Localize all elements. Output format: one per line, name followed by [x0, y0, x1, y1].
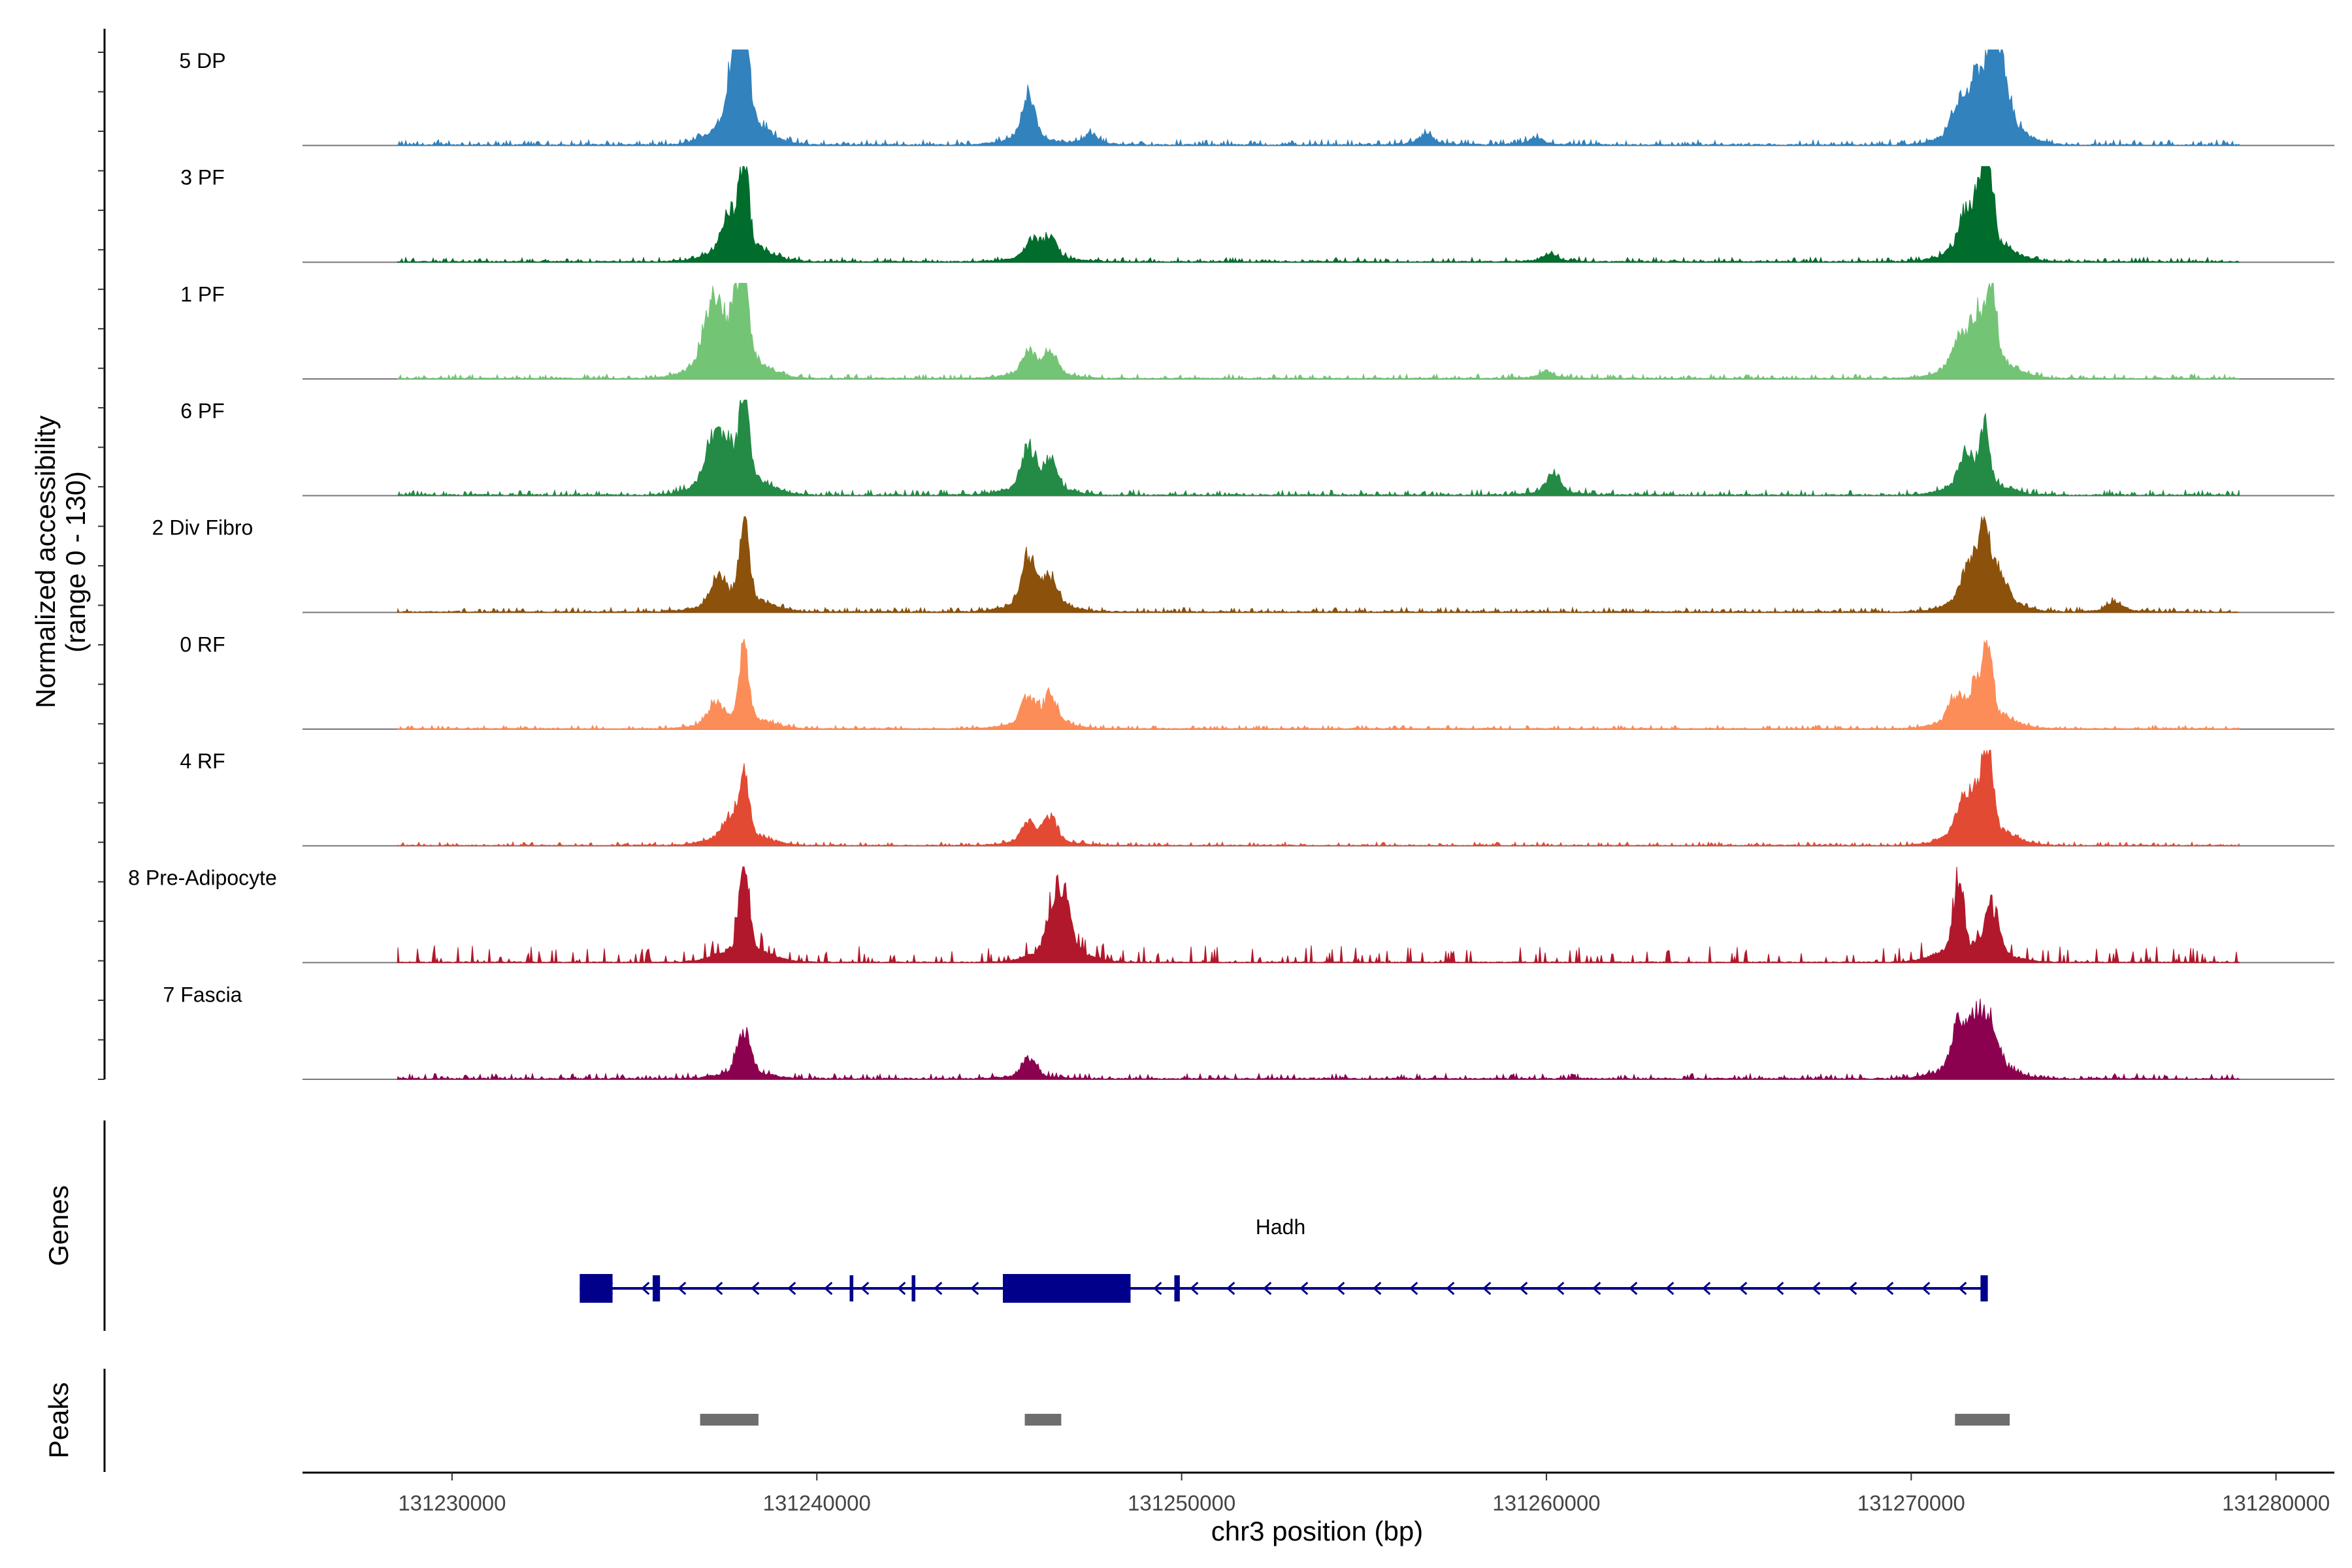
- gene-strand-arrow: [714, 1281, 723, 1296]
- gene-strand-arrow: [1446, 1281, 1455, 1296]
- track-label: 0 RF: [180, 632, 225, 656]
- track-4-rf: 4 RF: [180, 749, 2334, 847]
- genes-panel: [103, 1120, 1988, 1331]
- gene-strand-arrow: [1409, 1281, 1418, 1296]
- gene-strand-arrow: [1519, 1281, 1528, 1296]
- x-axis-tick-label: 131240000: [763, 1491, 871, 1515]
- track-label: 6 PF: [180, 399, 225, 423]
- track-signal-area: [397, 399, 2240, 497]
- track-7-fascia: 7 Fascia: [163, 983, 2334, 1081]
- gene-strand-arrow: [1482, 1281, 1492, 1296]
- peak-region: [1024, 1414, 1062, 1426]
- track-label: 7 Fascia: [163, 983, 242, 1006]
- gene-strand-arrow: [1556, 1281, 1565, 1296]
- x-axis-tick-label: 131230000: [398, 1491, 506, 1515]
- gene-strand-arrow: [934, 1281, 943, 1296]
- x-axis: 131230000 131240000 131250000 131260000 1312…: [302, 1471, 2334, 1515]
- gene-strand-arrow: [1885, 1281, 1894, 1296]
- gene-strand-arrow: [1665, 1281, 1674, 1296]
- gene-strand-arrow: [1373, 1281, 1382, 1296]
- track-label: 2 Div Fibro: [152, 516, 253, 540]
- track-5-dp: 5 DP: [179, 49, 2334, 147]
- gene-strand-arrow: [1263, 1281, 1272, 1296]
- track-3-pf: 3 PF: [180, 166, 2334, 263]
- gene-strand-arrow: [860, 1281, 870, 1296]
- x-axis-tick-label: 131280000: [2222, 1491, 2330, 1515]
- gene-exon: [1980, 1275, 1988, 1301]
- gene-strand-arrow: [787, 1281, 796, 1296]
- track-label: 3 PF: [180, 166, 225, 189]
- peak-region: [1955, 1414, 2010, 1426]
- gene-strand-arrow: [1226, 1281, 1235, 1296]
- track-signal-area: [396, 283, 2240, 380]
- track-2-div-fibro: 2 Div Fibro: [152, 515, 2334, 613]
- x-axis-tick-label: 131260000: [1492, 1491, 1600, 1515]
- gene-strand-arrow: [1812, 1281, 1821, 1296]
- gene-strand-arrow: [1921, 1281, 1931, 1296]
- gene-strand-arrow: [1848, 1281, 1857, 1296]
- gene-strand-arrow: [1629, 1281, 1638, 1296]
- gene-exon: [653, 1275, 661, 1301]
- track-signal-area: [397, 166, 2240, 263]
- gene-strand-arrow: [1336, 1281, 1345, 1296]
- track-0-rf: 0 RF: [180, 632, 2334, 730]
- peaks-panel: [103, 1369, 2010, 1472]
- gene-exon: [580, 1274, 613, 1303]
- gene-strand-arrow: [1958, 1281, 1967, 1296]
- peak-region: [700, 1414, 759, 1426]
- gene-strand-arrow: [751, 1281, 760, 1296]
- track-signal-area: [397, 998, 2241, 1081]
- gene-strand-arrow: [1775, 1281, 1784, 1296]
- gene-strand-arrow: [824, 1281, 833, 1296]
- gene-strand-arrow: [970, 1281, 979, 1296]
- track-label: 4 RF: [180, 749, 225, 773]
- track-signal-area: [397, 749, 2240, 847]
- gene-strand-arrow: [1739, 1281, 1748, 1296]
- track-1-pf: 1 PF: [180, 282, 2334, 380]
- gene-strand-arrow: [1702, 1281, 1711, 1296]
- x-axis-tick-label: 131250000: [1128, 1491, 1235, 1515]
- track-signal-area: [397, 515, 2240, 613]
- coverage-y-axis-label: Normalized accessibility: [30, 416, 61, 708]
- track-6-pf: 6 PF: [180, 399, 2334, 497]
- gene-strand-arrow: [1299, 1281, 1309, 1296]
- track-signal-area: [397, 638, 2240, 730]
- gene-strand-arrow: [897, 1281, 906, 1296]
- gene-exon: [1174, 1275, 1180, 1301]
- gene-strand-arrow: [678, 1281, 687, 1296]
- peaks-panel-label: Peaks: [43, 1382, 74, 1459]
- gene-name-label: Hadh: [1256, 1215, 1306, 1239]
- x-axis-tick-label: 131270000: [1857, 1491, 1965, 1515]
- gene-exon: [1003, 1274, 1131, 1303]
- track-signal-area: [397, 866, 2240, 964]
- coverage-y-axis-label-range: (range 0 - 130): [60, 471, 91, 653]
- track-label: 8 Pre-Adipocyte: [128, 866, 277, 890]
- track-8-pre-adipocyte: 8 Pre-Adipocyte: [128, 866, 2334, 964]
- gene-exon: [911, 1275, 916, 1301]
- gene-strand-arrow: [1592, 1281, 1601, 1296]
- gene-strand-arrow: [1190, 1281, 1199, 1296]
- genes-panel-label: Genes: [43, 1185, 74, 1266]
- track-signal-area: [396, 49, 2240, 147]
- gene-strand-arrow: [1153, 1281, 1162, 1296]
- gene-exon: [849, 1275, 854, 1301]
- gene-strand-arrow: [641, 1281, 650, 1296]
- track-label: 5 DP: [179, 49, 225, 73]
- track-label: 1 PF: [180, 282, 225, 306]
- x-axis-label: chr3 position (bp): [1211, 1516, 1424, 1546]
- coverage-panel: 5 DP 3 PF 1 PF 6 PF 2 Div Fibro 0 RF 4 RF 8 Pre…: [98, 29, 2334, 1081]
